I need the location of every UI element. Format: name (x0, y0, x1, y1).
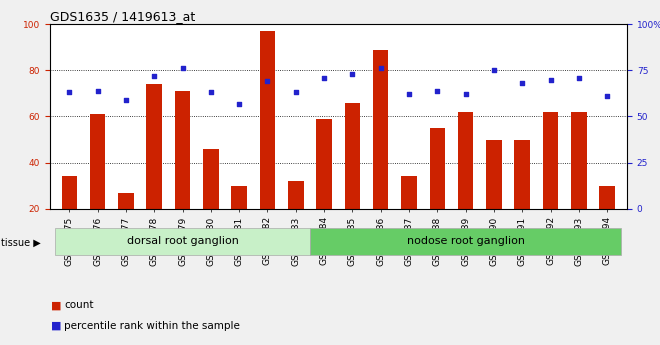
Point (205, 90, 216, 95)
Bar (571, 112, 587, 209)
Bar (486, 139, 502, 209)
Bar (259, 31, 275, 209)
Text: dorsal root ganglion: dorsal root ganglion (127, 237, 238, 246)
Point (234, 101, 244, 106)
Text: nodose root ganglion: nodose root ganglion (407, 237, 525, 246)
Point (488, 68, 499, 73)
Point (92, 88, 103, 93)
Bar (430, 128, 445, 209)
Text: count: count (64, 300, 94, 310)
Bar (147, 84, 162, 209)
Bar (515, 139, 530, 209)
Bar (543, 112, 558, 209)
Bar (310, 228, 621, 255)
Point (461, 91, 471, 97)
Point (574, 75, 584, 80)
Bar (345, 102, 360, 209)
Bar (203, 149, 218, 209)
Point (432, 88, 443, 93)
Bar (232, 186, 247, 209)
Bar (55, 228, 310, 255)
Point (404, 91, 414, 97)
Bar (599, 186, 615, 209)
Text: percentile rank within the sample: percentile rank within the sample (64, 321, 240, 331)
Point (517, 80, 527, 86)
Bar (316, 119, 332, 209)
Text: ■: ■ (51, 300, 62, 310)
Point (64, 90, 75, 95)
Point (602, 93, 612, 99)
Bar (118, 193, 134, 209)
Text: ■: ■ (51, 321, 62, 331)
Bar (458, 112, 473, 209)
Point (121, 97, 131, 102)
Point (262, 79, 273, 84)
Bar (61, 176, 77, 209)
Bar (288, 181, 304, 209)
Point (149, 73, 160, 79)
Bar (175, 91, 190, 209)
Point (347, 71, 358, 77)
Text: GDS1635 / 1419613_at: GDS1635 / 1419613_at (50, 10, 195, 23)
Point (376, 66, 386, 71)
Point (545, 77, 556, 82)
Text: tissue ▶: tissue ▶ (1, 238, 41, 248)
Bar (90, 114, 106, 209)
Point (319, 75, 329, 80)
Bar (373, 50, 389, 209)
Bar (401, 176, 417, 209)
Point (290, 90, 301, 95)
Point (178, 66, 188, 71)
